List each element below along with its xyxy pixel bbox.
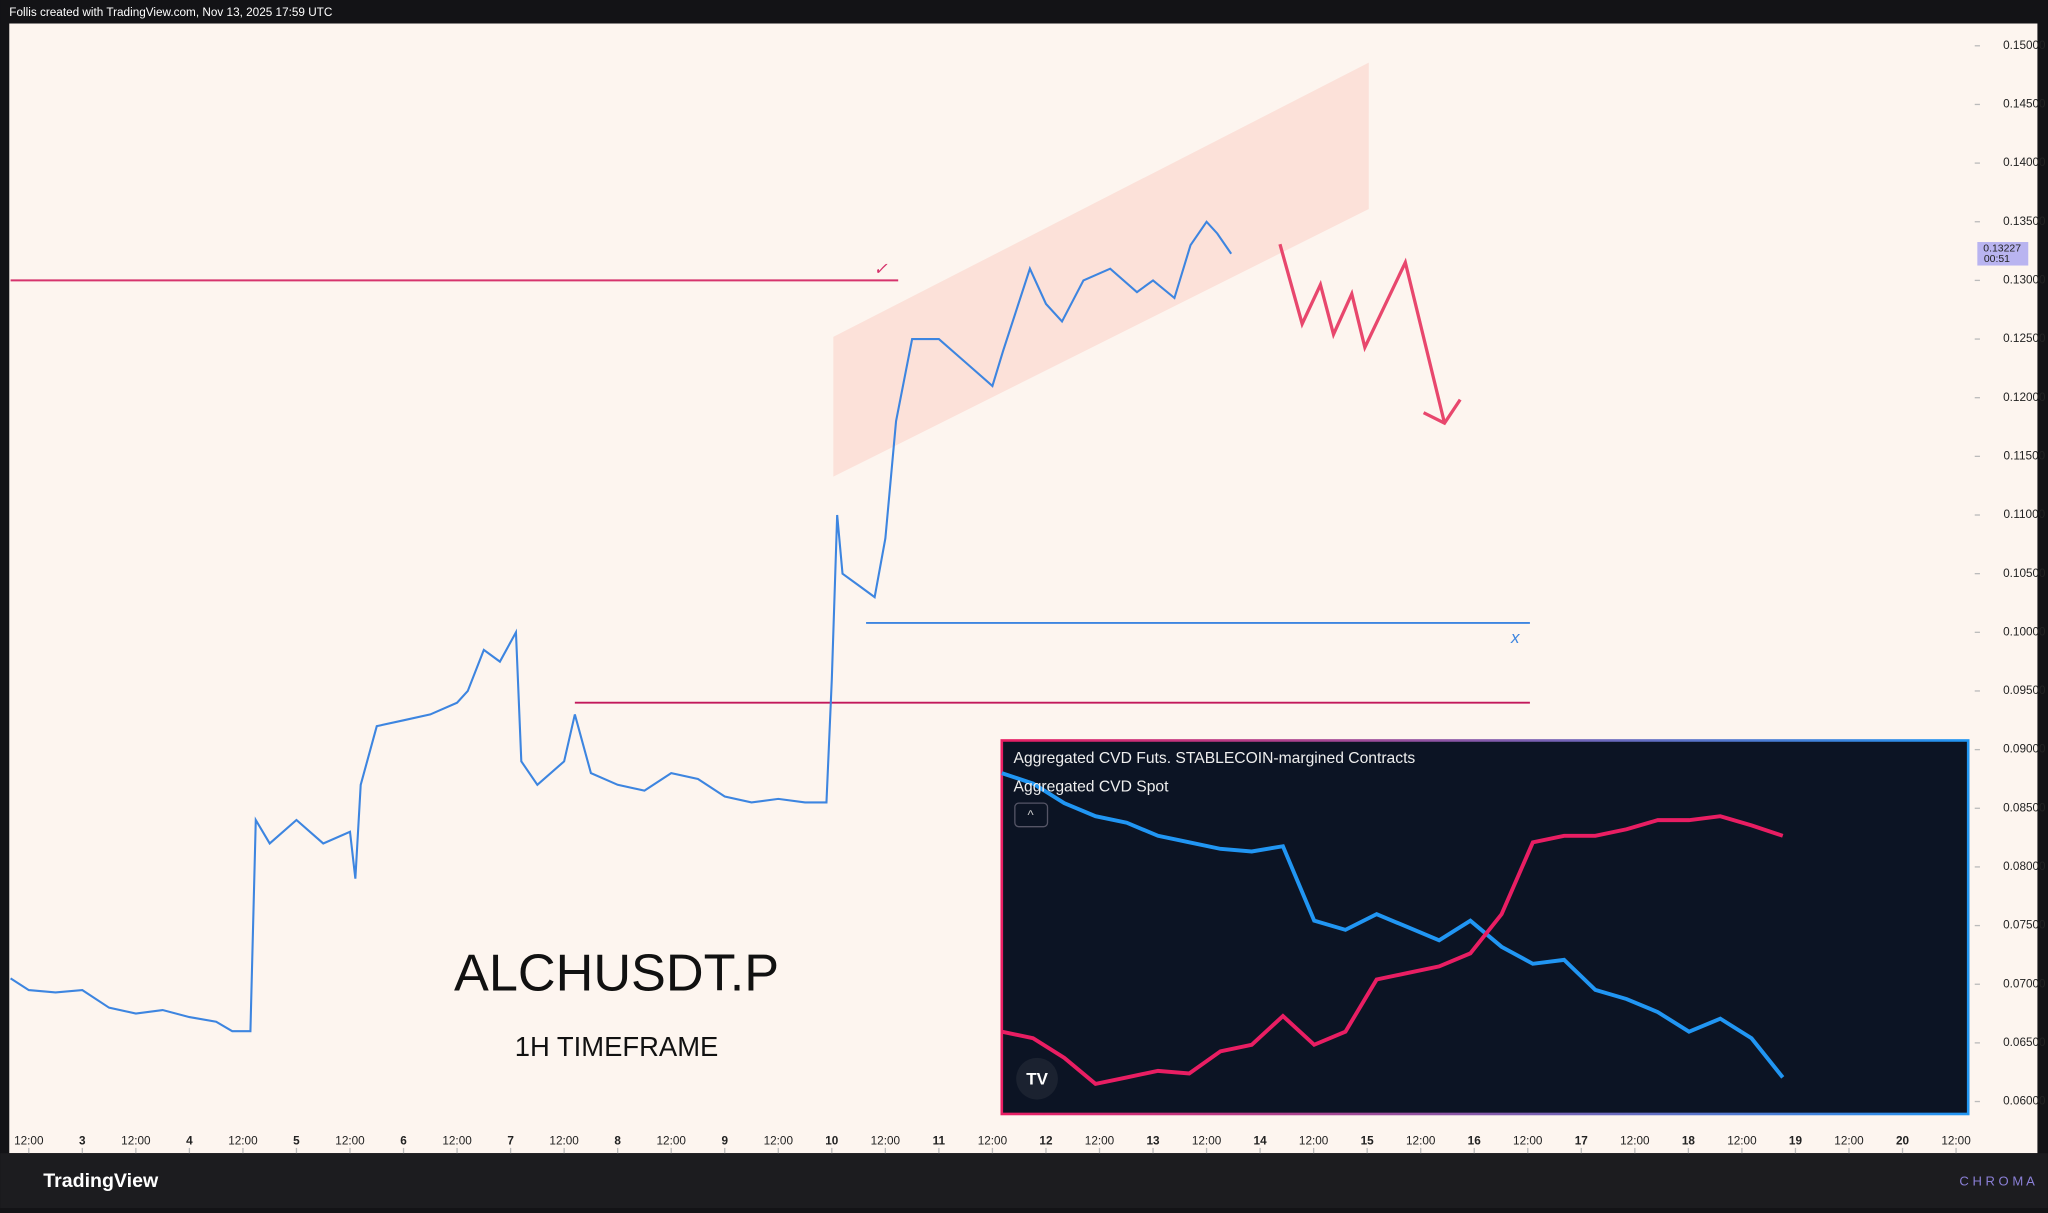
last-price-label: 0.13227 (1983, 243, 2021, 254)
header: Follis created with TradingView.com, Nov… (9, 6, 333, 19)
footer-brand: TradingView (43, 1170, 159, 1192)
x-tick-label: 12:00 (1406, 1135, 1436, 1148)
x-tick-label: 9 (721, 1135, 728, 1148)
y-tick-label: 0.12500 (2003, 332, 2046, 345)
x-tick-label: 12 (1039, 1135, 1053, 1148)
x-tick-label: 6 (400, 1135, 407, 1148)
x-tick-label: 12:00 (657, 1135, 687, 1148)
x-tick-label: 12:00 (1085, 1135, 1115, 1148)
x-tick-label: 17 (1575, 1135, 1589, 1148)
x-tick-label: 16 (1468, 1135, 1482, 1148)
legend-label: Aggregated CVD Futs. STABLECOIN-margined… (1014, 750, 1416, 767)
x-tick-label: 10 (825, 1135, 839, 1148)
projection-arrow (1278, 243, 1447, 424)
x-tick-label: 19 (1789, 1135, 1803, 1148)
channel (833, 62, 1369, 477)
collapse-button[interactable] (1014, 802, 1049, 828)
x-tick-label: 5 (293, 1135, 300, 1148)
tv-logo-mark: TV (1026, 1070, 1048, 1089)
x-tick-label: 11 (933, 1135, 946, 1148)
y-tick-label: 0.06000 (2003, 1095, 2046, 1108)
y-tick-label: 0.11500 (2004, 449, 2046, 462)
collapse-icon[interactable]: ^ (1027, 808, 1034, 823)
x-tick-label: 14 (1254, 1135, 1268, 1148)
tv-logo (1016, 1057, 1058, 1100)
y-tick-label: 0.11000 (2004, 508, 2046, 521)
arrow-head (1422, 398, 1462, 426)
x-tick-label: 13 (1146, 1135, 1160, 1148)
x-tick-label: 12:00 (14, 1135, 44, 1148)
x-tick-label: 7 (507, 1135, 514, 1148)
y-tick-label: 0.08500 (2003, 801, 2046, 814)
y-tick-label: 0.10000 (2003, 625, 2046, 638)
y-tick-label: 0.13000 (2003, 274, 2046, 287)
cvd-line (1001, 814, 1784, 1087)
x-tick-label: 12:00 (871, 1135, 901, 1148)
x-tick-label: 12:00 (549, 1135, 579, 1148)
x-tick-label: 12:00 (1834, 1135, 1864, 1148)
countdown: 00:51 (1984, 254, 2010, 265)
footer (0, 1153, 2048, 1208)
timeframe: 1H TIMEFRAME (515, 1031, 719, 1062)
x-tick-label: 12:00 (442, 1135, 472, 1148)
level-label: x (1510, 628, 1520, 647)
price-line (10, 220, 1233, 1033)
x-tick-label: 12:00 (1299, 1135, 1329, 1148)
x-tick-label: 3 (79, 1135, 86, 1148)
x-tick-label: 12:00 (1513, 1135, 1543, 1148)
x-tick-label: 8 (614, 1135, 621, 1148)
x-tick-label: 12:00 (764, 1135, 794, 1148)
symbol-title: ALCHUSDT.P (454, 945, 779, 1003)
x-tick-label: 15 (1361, 1135, 1375, 1148)
y-tick-label: 0.10500 (2003, 567, 2046, 580)
y-tick-label: 0.06500 (2003, 1036, 2046, 1049)
y-tick-label: 0.07000 (2003, 977, 2046, 990)
x-tick-label: 4 (186, 1135, 193, 1148)
x-tick-label: 12:00 (121, 1135, 151, 1148)
x-tick-label: 12:00 (228, 1135, 258, 1148)
cvd-line (1001, 771, 1785, 1079)
y-tick-label: 0.12000 (2003, 391, 2046, 404)
x-tick-label: 12:00 (1192, 1135, 1222, 1148)
level-label: ✓ (874, 259, 888, 278)
y-tick-label: 0.15000 (2003, 39, 2046, 52)
cvd-panel (1000, 739, 1970, 1116)
y-tick-label: 0.09500 (2003, 684, 2046, 697)
x-tick-label: 12:00 (1620, 1135, 1650, 1148)
x-tick-label: 20 (1896, 1135, 1910, 1148)
last-price-tag (1977, 242, 2029, 266)
x-tick-label: 12:00 (1727, 1135, 1757, 1148)
x-tick-label: 12:00 (978, 1135, 1008, 1148)
y-tick-label: 0.14500 (2003, 98, 2046, 111)
y-tick-label: 0.09000 (2003, 743, 2046, 756)
legend-label: Aggregated CVD Spot (1014, 779, 1170, 796)
footer-theme: C H R O M A (1959, 1173, 2035, 1188)
x-tick-label: 12:00 (1941, 1135, 1971, 1148)
x-tick-label: 18 (1682, 1135, 1696, 1148)
y-tick-label: 0.14000 (2003, 156, 2046, 169)
x-tick-label: 12:00 (335, 1135, 365, 1148)
y-tick-label: 0.07500 (2003, 919, 2046, 932)
y-tick-label: 0.13500 (2003, 215, 2046, 228)
y-tick-label: 0.08000 (2003, 860, 2046, 873)
